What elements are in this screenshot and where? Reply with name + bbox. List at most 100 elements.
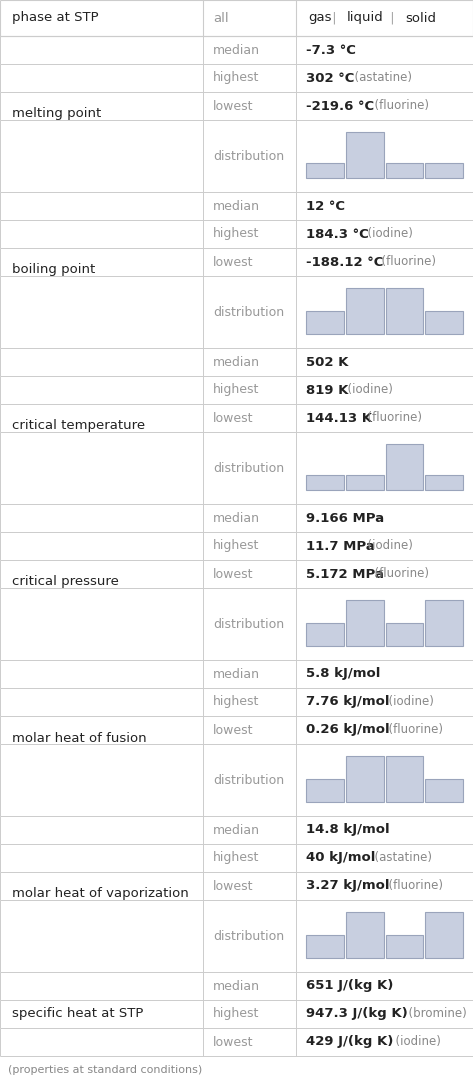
Text: 12 °C: 12 °C — [306, 199, 345, 212]
Text: 3.27 kJ/mol: 3.27 kJ/mol — [306, 879, 389, 892]
Bar — [346, 132, 384, 178]
Bar — [306, 475, 344, 490]
Text: |: | — [327, 12, 341, 25]
Text: (astatine): (astatine) — [347, 72, 412, 85]
Text: highest: highest — [213, 540, 259, 553]
Text: median: median — [213, 43, 260, 56]
Text: 947.3 J/(kg K): 947.3 J/(kg K) — [306, 1007, 408, 1020]
Text: 14.8 kJ/mol: 14.8 kJ/mol — [306, 824, 390, 837]
Text: (iodine): (iodine) — [360, 540, 413, 553]
Text: (iodine): (iodine) — [381, 696, 434, 709]
Text: highest: highest — [213, 228, 259, 241]
Text: distribution: distribution — [213, 929, 284, 942]
Text: critical pressure: critical pressure — [12, 576, 119, 589]
Text: (fluorine): (fluorine) — [381, 723, 443, 736]
Text: molar heat of vaporization: molar heat of vaporization — [12, 888, 189, 901]
Text: 5.172 MPa: 5.172 MPa — [306, 568, 384, 581]
Text: highest: highest — [213, 1007, 259, 1020]
Bar — [385, 623, 423, 646]
Text: (astatine): (astatine) — [367, 852, 432, 865]
Bar — [385, 163, 423, 178]
Text: boiling point: boiling point — [12, 263, 95, 276]
Text: 502 K: 502 K — [306, 356, 349, 369]
Text: median: median — [213, 512, 260, 525]
Bar — [385, 288, 423, 334]
Text: all: all — [213, 12, 228, 25]
Text: 11.7 MPa: 11.7 MPa — [306, 540, 375, 553]
Text: (fluorine): (fluorine) — [374, 256, 436, 269]
Text: (iodine): (iodine) — [340, 384, 393, 397]
Text: (properties at standard conditions): (properties at standard conditions) — [8, 1064, 202, 1075]
Text: 302 °C: 302 °C — [306, 72, 354, 85]
Bar — [306, 163, 344, 178]
Text: phase at STP: phase at STP — [12, 12, 99, 25]
Text: highest: highest — [213, 72, 259, 85]
Text: highest: highest — [213, 696, 259, 709]
Bar — [346, 601, 384, 646]
Text: specific heat at STP: specific heat at STP — [12, 1007, 143, 1020]
Bar — [385, 756, 423, 802]
Text: distribution: distribution — [213, 774, 284, 787]
Text: -219.6 °C: -219.6 °C — [306, 100, 374, 113]
Text: median: median — [213, 824, 260, 837]
Text: median: median — [213, 356, 260, 369]
Text: median: median — [213, 668, 260, 681]
Text: distribution: distribution — [213, 150, 284, 163]
Text: lowest: lowest — [213, 100, 254, 113]
Bar — [425, 779, 463, 802]
Text: 429 J/(kg K): 429 J/(kg K) — [306, 1035, 394, 1048]
Text: 144.13 K: 144.13 K — [306, 412, 372, 425]
Text: (fluorine): (fluorine) — [381, 879, 443, 892]
Bar — [425, 912, 463, 958]
Text: 184.3 °C: 184.3 °C — [306, 228, 369, 241]
Text: 5.8 kJ/mol: 5.8 kJ/mol — [306, 668, 380, 681]
Text: lowest: lowest — [213, 568, 254, 581]
Text: liquid: liquid — [347, 12, 384, 25]
Bar — [385, 444, 423, 490]
Text: solid: solid — [405, 12, 437, 25]
Text: distribution: distribution — [213, 306, 284, 319]
Text: highest: highest — [213, 384, 259, 397]
Text: lowest: lowest — [213, 1035, 254, 1048]
Text: (fluorine): (fluorine) — [360, 412, 422, 425]
Text: median: median — [213, 980, 260, 993]
Text: 40 kJ/mol: 40 kJ/mol — [306, 852, 376, 865]
Text: (iodine): (iodine) — [387, 1035, 440, 1048]
Bar — [306, 935, 344, 958]
Text: |: | — [386, 12, 399, 25]
Bar — [425, 311, 463, 334]
Bar — [306, 623, 344, 646]
Text: (fluorine): (fluorine) — [367, 568, 429, 581]
Text: melting point: melting point — [12, 107, 101, 120]
Text: -188.12 °C: -188.12 °C — [306, 256, 384, 269]
Text: distribution: distribution — [213, 618, 284, 631]
Text: lowest: lowest — [213, 256, 254, 269]
Text: 9.166 MPa: 9.166 MPa — [306, 512, 384, 525]
Bar — [346, 475, 384, 490]
Bar — [346, 288, 384, 334]
Text: (fluorine): (fluorine) — [367, 100, 429, 113]
Text: 0.26 kJ/mol: 0.26 kJ/mol — [306, 723, 390, 736]
Bar — [346, 912, 384, 958]
Text: gas: gas — [308, 12, 332, 25]
Text: -7.3 °C: -7.3 °C — [306, 43, 356, 56]
Bar — [425, 475, 463, 490]
Text: 651 J/(kg K): 651 J/(kg K) — [306, 980, 394, 993]
Text: molar heat of fusion: molar heat of fusion — [12, 732, 147, 745]
Bar — [306, 311, 344, 334]
Text: lowest: lowest — [213, 879, 254, 892]
Bar — [385, 935, 423, 958]
Text: 7.76 kJ/mol: 7.76 kJ/mol — [306, 696, 389, 709]
Text: median: median — [213, 199, 260, 212]
Bar — [346, 756, 384, 802]
Text: lowest: lowest — [213, 412, 254, 425]
Bar — [425, 601, 463, 646]
Text: (bromine): (bromine) — [401, 1007, 467, 1020]
Bar — [306, 779, 344, 802]
Text: critical temperature: critical temperature — [12, 420, 145, 433]
Text: lowest: lowest — [213, 723, 254, 736]
Text: (iodine): (iodine) — [360, 228, 413, 241]
Text: highest: highest — [213, 852, 259, 865]
Text: 819 K: 819 K — [306, 384, 349, 397]
Text: distribution: distribution — [213, 462, 284, 475]
